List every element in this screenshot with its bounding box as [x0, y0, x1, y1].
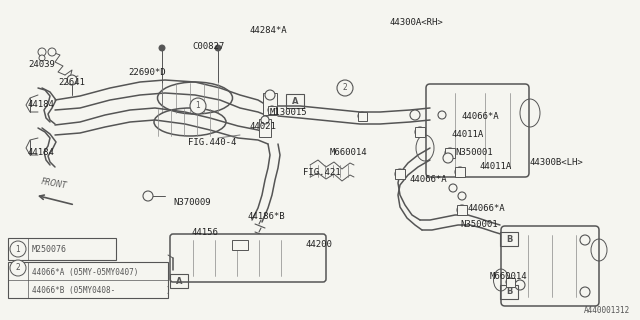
- Bar: [506, 277, 515, 286]
- Bar: [263, 93, 277, 115]
- Bar: [286, 94, 304, 108]
- Text: A: A: [292, 97, 298, 106]
- Text: FIG.421: FIG.421: [303, 168, 340, 177]
- Text: 44200: 44200: [305, 240, 332, 249]
- FancyBboxPatch shape: [426, 84, 529, 177]
- Text: 44011A: 44011A: [452, 130, 484, 139]
- Text: C00827: C00827: [192, 42, 224, 51]
- Text: B: B: [506, 235, 512, 244]
- Text: 44156: 44156: [192, 228, 219, 237]
- Circle shape: [261, 116, 269, 124]
- Text: A: A: [176, 276, 182, 285]
- FancyBboxPatch shape: [501, 226, 599, 306]
- Circle shape: [10, 260, 26, 276]
- Circle shape: [265, 90, 275, 100]
- Text: 44066*A (05MY-05MY0407): 44066*A (05MY-05MY0407): [32, 268, 138, 276]
- Text: 22641: 22641: [58, 78, 85, 87]
- Text: FIG.440-4: FIG.440-4: [188, 138, 236, 147]
- Bar: [500, 232, 518, 246]
- Circle shape: [455, 167, 465, 177]
- Bar: [8, 238, 116, 260]
- Bar: [8, 262, 168, 298]
- Circle shape: [337, 80, 353, 96]
- Text: 44066*B (05MY0408-           ): 44066*B (05MY0408- ): [32, 285, 171, 294]
- Text: 44184: 44184: [28, 100, 55, 109]
- Circle shape: [410, 110, 420, 120]
- Text: M250076: M250076: [32, 244, 67, 253]
- Circle shape: [458, 192, 466, 200]
- Text: 24039: 24039: [28, 60, 55, 69]
- Circle shape: [190, 98, 206, 114]
- Text: M660014: M660014: [330, 148, 367, 157]
- Bar: [358, 111, 367, 121]
- Text: N350001: N350001: [460, 220, 498, 229]
- Text: 44066*A: 44066*A: [410, 175, 447, 184]
- Circle shape: [268, 106, 276, 114]
- Circle shape: [515, 280, 525, 290]
- Text: 44021: 44021: [250, 122, 277, 131]
- Text: 44284*A: 44284*A: [250, 26, 287, 35]
- Bar: [232, 240, 248, 250]
- Text: 44186*B: 44186*B: [248, 212, 285, 221]
- Bar: [415, 127, 425, 137]
- Text: 22690*D: 22690*D: [128, 68, 166, 77]
- Circle shape: [39, 55, 45, 61]
- Circle shape: [445, 148, 455, 158]
- Circle shape: [580, 235, 590, 245]
- Circle shape: [48, 48, 56, 56]
- Circle shape: [38, 48, 46, 56]
- Bar: [455, 167, 465, 177]
- Bar: [457, 205, 467, 215]
- Text: B: B: [506, 287, 512, 297]
- Bar: [445, 148, 455, 158]
- Text: 44300B<LH>: 44300B<LH>: [530, 158, 584, 167]
- Text: 44066*A: 44066*A: [468, 204, 506, 213]
- Circle shape: [580, 287, 590, 297]
- Text: FRONT: FRONT: [40, 177, 68, 190]
- Text: 2: 2: [15, 263, 20, 273]
- Circle shape: [415, 127, 425, 137]
- Circle shape: [449, 184, 457, 192]
- Text: 44011A: 44011A: [480, 162, 512, 171]
- Bar: [259, 119, 271, 137]
- Text: 2: 2: [342, 84, 348, 92]
- Text: N350001: N350001: [455, 148, 493, 157]
- Bar: [395, 169, 405, 179]
- Circle shape: [10, 241, 26, 257]
- Text: 44300A<RH>: 44300A<RH>: [390, 18, 444, 27]
- Circle shape: [506, 278, 514, 286]
- Circle shape: [358, 112, 366, 120]
- Text: 44184: 44184: [28, 148, 55, 157]
- Text: M660014: M660014: [490, 272, 527, 281]
- FancyBboxPatch shape: [170, 234, 326, 282]
- Bar: [500, 285, 518, 299]
- Circle shape: [215, 45, 221, 51]
- Text: 1: 1: [15, 244, 20, 253]
- Circle shape: [443, 153, 453, 163]
- Circle shape: [159, 45, 165, 51]
- Circle shape: [67, 75, 77, 85]
- Circle shape: [143, 191, 153, 201]
- Text: 1: 1: [196, 101, 200, 110]
- Bar: [170, 274, 188, 288]
- Text: 44066*A: 44066*A: [462, 112, 500, 121]
- Bar: [268, 106, 276, 114]
- Circle shape: [457, 205, 467, 215]
- Text: M130015: M130015: [270, 108, 308, 117]
- Text: A440001312: A440001312: [584, 306, 630, 315]
- Circle shape: [395, 169, 405, 179]
- Circle shape: [438, 111, 446, 119]
- Text: N370009: N370009: [173, 198, 211, 207]
